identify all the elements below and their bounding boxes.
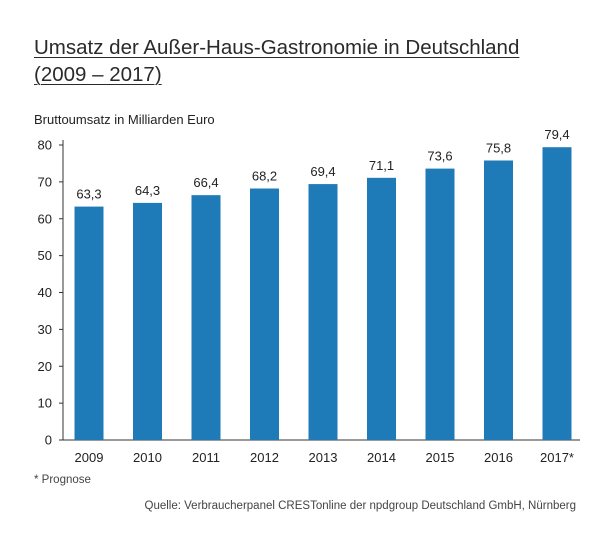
bar: [133, 202, 162, 440]
data-label: 66,4: [193, 175, 218, 190]
x-tick-label: 2011: [192, 450, 220, 465]
bar: [425, 168, 455, 440]
x-tick-label: 2014: [367, 450, 396, 465]
x-tick-label: 2009: [75, 450, 104, 465]
x-tick-label: 2017*: [540, 450, 574, 465]
x-tick-label: 2012: [250, 450, 279, 465]
bar: [74, 206, 104, 440]
data-label: 71,1: [369, 158, 394, 173]
y-tick-label: 50: [38, 248, 52, 263]
bar: [484, 160, 513, 441]
data-label: 73,6: [427, 149, 452, 164]
data-label: 68,2: [252, 169, 277, 184]
bar: [250, 188, 279, 440]
y-tick-label: 40: [38, 285, 52, 300]
footnote: * Prognose: [34, 474, 91, 486]
y-tick-label: 20: [38, 359, 52, 374]
bar: [191, 195, 221, 440]
x-tick-label: 2010: [133, 450, 162, 465]
data-label: 75,8: [486, 140, 511, 155]
chart-title-line2: (2009 – 2017): [34, 63, 162, 86]
y-tick-label: 70: [38, 174, 52, 189]
y-tick-label: 0: [45, 433, 52, 448]
data-label: 79,4: [544, 127, 569, 142]
y-axis-label: Bruttoumsatz in Milliarden Euro: [34, 112, 215, 127]
x-tick-label: 2013: [309, 450, 338, 465]
y-tick-label: 60: [38, 211, 52, 226]
bar: [367, 177, 396, 440]
y-tick-label: 80: [38, 138, 52, 153]
data-label: 64,3: [135, 183, 160, 198]
x-tick-label: 2016: [484, 450, 513, 465]
bar: [308, 184, 338, 440]
y-tick-label: 10: [38, 396, 52, 411]
data-label: 69,4: [310, 164, 335, 179]
y-tick-label: 30: [38, 322, 52, 337]
bar: [542, 147, 572, 440]
x-tick-label: 2015: [426, 450, 455, 465]
source-note: Quelle: Verbraucherpanel CRESTonline der…: [144, 500, 577, 512]
chart-title-line1: Umsatz der Außer-Haus-Gastronomie in Deu…: [34, 36, 520, 59]
chart-title: Umsatz der Außer-Haus-Gastronomie in Deu…: [34, 34, 574, 88]
data-label: 63,3: [76, 187, 101, 202]
